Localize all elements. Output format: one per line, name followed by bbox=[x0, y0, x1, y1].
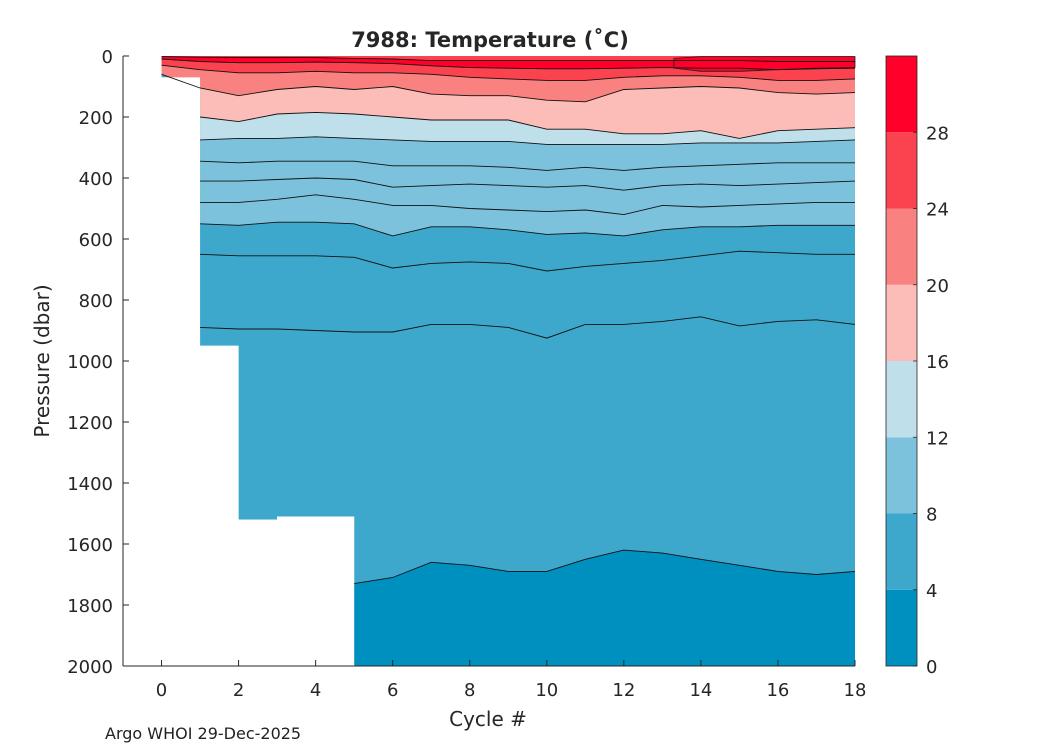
y-tick-label: 1600 bbox=[67, 535, 113, 556]
band-9 bbox=[161, 59, 855, 81]
y-tick-label: 800 bbox=[79, 291, 113, 312]
y-tick-label: 200 bbox=[79, 108, 113, 129]
y-tick-label: 600 bbox=[79, 230, 113, 251]
x-tick-label: 18 bbox=[844, 680, 867, 701]
x-tick-label: 8 bbox=[464, 680, 475, 701]
isotherm-line bbox=[200, 250, 855, 272]
band-6 bbox=[200, 112, 856, 145]
colorbar-tick-label: 20 bbox=[926, 276, 949, 297]
x-tick-label: 10 bbox=[535, 680, 558, 701]
colorbar-swatch bbox=[886, 132, 917, 209]
colorbar-swatch bbox=[886, 361, 917, 438]
x-tick-label: 2 bbox=[233, 680, 244, 701]
band-0-4 bbox=[354, 550, 855, 666]
isotherm-line bbox=[161, 73, 856, 103]
band-0 bbox=[200, 251, 856, 339]
y-tick-label: 0 bbox=[102, 47, 113, 68]
x-tick-label: 16 bbox=[766, 680, 789, 701]
colorbar-swatch bbox=[886, 513, 917, 590]
y-tick-label: 1400 bbox=[67, 474, 113, 495]
x-tick-label: 14 bbox=[689, 680, 712, 701]
colorbar-swatch bbox=[886, 208, 917, 285]
colorbar: 0 4 8 12 16 20 24 28 bbox=[885, 55, 949, 678]
plot-area bbox=[123, 56, 856, 666]
colorbar-swatch bbox=[886, 589, 917, 666]
colorbar-swatch bbox=[886, 437, 917, 514]
x-tick-label: 4 bbox=[310, 680, 321, 701]
isotherm-line bbox=[200, 194, 855, 216]
isotherm-line bbox=[354, 549, 856, 585]
y-tick-label: 1200 bbox=[67, 413, 113, 434]
x-tick-label: 12 bbox=[612, 680, 635, 701]
colorbar-tick-label: 28 bbox=[926, 123, 949, 144]
isotherm-line bbox=[161, 58, 856, 71]
band-2 bbox=[200, 194, 856, 236]
y-tick-label: 1000 bbox=[67, 352, 113, 373]
chart-title: 7988: Temperature (˚C) bbox=[351, 28, 629, 52]
band-3 bbox=[200, 178, 856, 215]
isotherm-line bbox=[200, 221, 855, 237]
isotherm-line bbox=[200, 316, 856, 339]
isotherm-line bbox=[200, 111, 856, 139]
band-1 bbox=[200, 222, 856, 271]
colorbar-tick-label: 12 bbox=[926, 428, 949, 449]
x-tick-label: 0 bbox=[156, 680, 167, 701]
y-tick-label: 400 bbox=[79, 169, 113, 190]
colorbar-tick-label: 0 bbox=[926, 657, 937, 678]
isotherm-line bbox=[161, 56, 855, 62]
colorbar-tick-label: 8 bbox=[926, 505, 937, 526]
isotherm-line bbox=[200, 136, 856, 145]
colorbar-tick-label: 24 bbox=[926, 200, 949, 221]
y-tick-label: 2000 bbox=[67, 657, 113, 678]
colorbar-swatch bbox=[886, 56, 917, 133]
colorbar-tick-label: 4 bbox=[926, 581, 937, 602]
colorbar-swatch bbox=[886, 284, 917, 361]
y-axis-label: Pressure (dbar) bbox=[30, 284, 54, 437]
x-axis-label: Cycle # bbox=[449, 707, 527, 731]
y-axis: 0 200 400 600 800 1000 1200 1400 1600 1800 2000 bbox=[67, 47, 129, 678]
band-7 bbox=[200, 86, 856, 139]
colorbar-tick-label: 16 bbox=[926, 352, 949, 373]
no-data-mask bbox=[123, 56, 855, 666]
y-tick-label: 1800 bbox=[67, 596, 113, 617]
no-data-left bbox=[123, 56, 162, 666]
x-tick-label: 6 bbox=[387, 680, 398, 701]
isotherm-line bbox=[200, 177, 856, 191]
footer-credit: Argo WHOI 29-Dec-2025 bbox=[105, 724, 302, 743]
isotherm-line bbox=[161, 64, 856, 81]
band-8 bbox=[161, 65, 855, 102]
isotherm-line bbox=[200, 160, 855, 171]
band-4 bbox=[200, 161, 856, 191]
x-axis: 0 2 4 6 8 10 12 14 16 18 bbox=[123, 660, 866, 701]
